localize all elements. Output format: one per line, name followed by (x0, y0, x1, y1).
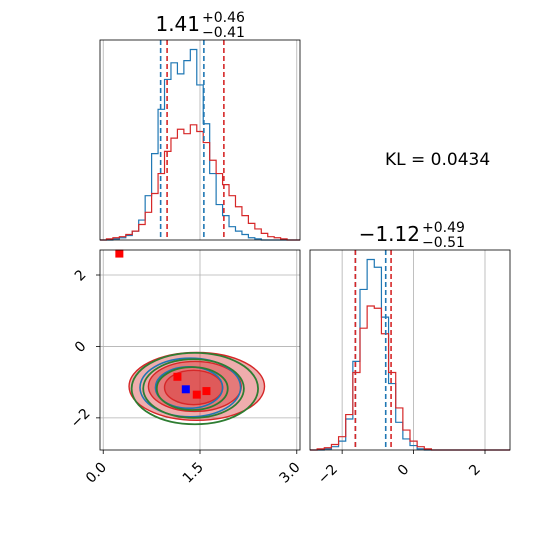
bottom-left-ytick-label-0: 2 (72, 267, 90, 285)
bottom-left-marker-4 (202, 387, 211, 396)
top-left-quantile-lines (159, 40, 225, 240)
panel-bottom-left-contour: 0.0 1.5 3.0 2 0 −2 (68, 249, 304, 487)
top-left-title-value: 1.41 (155, 12, 200, 36)
bottom-right-hist-blue (310, 258, 510, 451)
bottom-left-blue-contour-0 (139, 357, 242, 418)
top-left-grid (102, 40, 298, 240)
bottom-right-xtick-label-2: 2 (466, 462, 484, 480)
kl-divergence-label: KL = 0.0434 (385, 150, 490, 170)
bottom-right-title-value: −1.12 (359, 222, 420, 246)
top-left-hist-red (100, 124, 300, 241)
bottom-left-marker-0 (115, 249, 124, 258)
bottom-right-xtick-label-0: −2 (315, 462, 341, 488)
top-left-title-plus: +0.46 (202, 10, 245, 26)
bottom-left-ytick-label-1: 0 (72, 338, 90, 356)
bottom-left-marker-2 (181, 385, 190, 394)
top-left-axes-frame (99, 39, 301, 241)
bottom-right-grid (341, 250, 486, 450)
bottom-left-contours (128, 351, 266, 426)
bottom-right-xtick-label-1: 0 (395, 462, 413, 480)
bottom-right-hist-steps (310, 258, 510, 451)
bottom-left-xtick-label-2: 3.0 (277, 460, 304, 487)
panel-bottom-right-histogram: −2 0 2 −1.12 +0.49 −0.51 (309, 220, 511, 488)
bottom-left-xtick-label-0: 0.0 (83, 460, 110, 487)
bottom-left-y-ticks: 2 0 −2 (68, 267, 100, 432)
bottom-left-points (115, 249, 211, 399)
bottom-left-green-contour-2 (155, 366, 229, 411)
top-left-hist-steps (100, 48, 300, 241)
bottom-right-hist-red (310, 305, 510, 451)
top-left-title-minus: −0.41 (202, 25, 245, 41)
bottom-left-marker-3 (192, 390, 201, 399)
bottom-left-marker-1 (173, 372, 182, 381)
bottom-left-red-contour-2 (163, 369, 224, 406)
bottom-right-x-ticks: −2 0 2 (315, 450, 486, 488)
panel-top-left-histogram: 1.41 +0.46 −0.41 (99, 10, 301, 241)
bottom-left-x-ticks: 0.0 1.5 3.0 (83, 450, 304, 487)
bottom-right-quantile-lines (354, 250, 392, 450)
bottom-right-axes-frame (309, 249, 511, 451)
bottom-left-green-contour-1 (142, 358, 245, 419)
bottom-left-grid (100, 250, 300, 450)
bottom-left-xtick-label-1: 1.5 (180, 460, 207, 487)
bottom-left-ytick-label-2: −2 (68, 406, 94, 432)
bottom-left-green-contour-0 (130, 351, 259, 426)
bottom-right-title-minus: −0.51 (422, 235, 465, 251)
bottom-right-title-plus: +0.49 (422, 220, 465, 236)
